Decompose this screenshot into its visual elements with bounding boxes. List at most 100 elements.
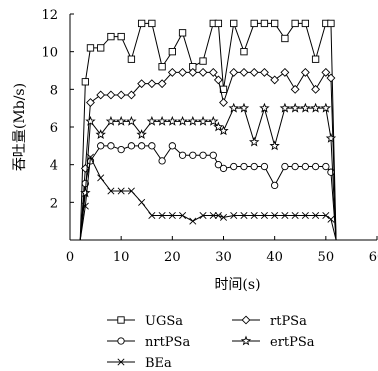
series-rtPSa xyxy=(70,67,377,241)
data-point xyxy=(208,115,219,126)
x-tick-label: 30 xyxy=(215,250,232,265)
data-point xyxy=(148,19,156,28)
x-axis-label: 时间(s) xyxy=(214,277,260,293)
y-tick-label: 2 xyxy=(50,196,58,211)
data-point xyxy=(80,187,91,198)
data-point xyxy=(240,162,248,171)
legend-label: ertPSa xyxy=(270,335,315,350)
series-BEa xyxy=(70,153,377,241)
y-tick-label: 8 xyxy=(50,83,58,98)
data-point xyxy=(281,162,289,171)
data-point xyxy=(97,174,105,182)
data-point xyxy=(281,34,289,43)
data-point xyxy=(209,151,217,159)
data-point xyxy=(311,55,320,63)
data-point xyxy=(105,115,117,126)
data-point xyxy=(238,102,250,113)
legend-marker xyxy=(117,316,125,324)
y-tick-label: 6 xyxy=(50,121,58,136)
data-point xyxy=(136,129,147,139)
data-point xyxy=(188,67,198,77)
data-point xyxy=(214,211,222,220)
data-point xyxy=(189,151,197,159)
data-point xyxy=(197,115,209,126)
data-point xyxy=(271,181,279,190)
data-point xyxy=(199,211,207,220)
data-point xyxy=(321,67,331,77)
data-point xyxy=(230,162,238,171)
legend-marker xyxy=(241,315,251,325)
data-point xyxy=(239,67,249,77)
data-point xyxy=(259,67,269,77)
data-point xyxy=(127,55,136,63)
data-point xyxy=(249,67,259,77)
data-point xyxy=(126,90,136,100)
series-line xyxy=(70,71,377,241)
data-point xyxy=(320,102,332,113)
data-point xyxy=(189,217,197,225)
legend-marker xyxy=(240,335,252,346)
data-point xyxy=(229,67,239,77)
data-point xyxy=(219,98,228,107)
y-tick-label: 4 xyxy=(50,159,58,174)
data-point xyxy=(326,73,336,83)
data-point xyxy=(260,19,269,28)
data-point xyxy=(281,211,289,220)
legend-marker xyxy=(117,337,125,345)
data-point xyxy=(81,78,90,86)
data-point xyxy=(301,211,309,220)
data-point xyxy=(107,32,115,41)
data-point xyxy=(230,19,238,28)
data-point xyxy=(95,129,106,139)
x-tick-label: 20 xyxy=(164,250,181,265)
data-point xyxy=(117,32,125,41)
data-point xyxy=(291,19,299,28)
legend-item-UGSa: UGSa xyxy=(107,314,183,329)
data-point xyxy=(106,90,116,100)
data-point xyxy=(168,211,176,220)
data-point xyxy=(219,213,228,221)
legend-marker xyxy=(117,358,125,366)
data-point xyxy=(178,29,187,37)
data-point xyxy=(300,102,311,113)
data-point xyxy=(158,157,166,165)
legend-item-ertPSa: ertPSa xyxy=(232,335,315,350)
data-point xyxy=(199,151,207,159)
data-point xyxy=(117,187,125,195)
y-tick-label: 12 xyxy=(41,8,58,23)
data-point xyxy=(115,115,127,126)
data-point xyxy=(260,211,268,220)
data-point xyxy=(138,198,146,206)
data-point xyxy=(167,115,178,126)
series-ertPSa xyxy=(70,102,377,241)
data-point xyxy=(260,162,269,171)
data-point xyxy=(97,44,105,52)
data-point xyxy=(158,211,166,220)
data-point xyxy=(269,140,280,151)
series-nrtPSa xyxy=(70,142,377,241)
x-tick-label: 40 xyxy=(266,250,283,265)
y-axis-label: 吞吐量(Mb/s) xyxy=(12,83,28,171)
data-point xyxy=(310,102,321,113)
data-point xyxy=(117,145,125,154)
data-point xyxy=(219,164,228,173)
data-point xyxy=(147,79,157,89)
data-point xyxy=(249,136,260,147)
data-point xyxy=(240,211,248,220)
data-point xyxy=(291,211,299,220)
data-point xyxy=(214,161,223,169)
data-point xyxy=(127,187,135,195)
legend-label: nrtPSa xyxy=(145,335,190,350)
data-point xyxy=(86,153,94,161)
x-tick-label: 50 xyxy=(318,250,335,265)
data-point xyxy=(137,19,146,28)
data-point xyxy=(322,211,330,220)
data-point xyxy=(311,84,321,94)
data-point xyxy=(179,211,187,220)
data-point xyxy=(80,163,90,173)
data-point xyxy=(199,57,207,65)
data-point xyxy=(85,115,96,126)
data-point xyxy=(96,90,106,100)
data-point xyxy=(312,211,320,220)
plot-area xyxy=(70,19,377,241)
